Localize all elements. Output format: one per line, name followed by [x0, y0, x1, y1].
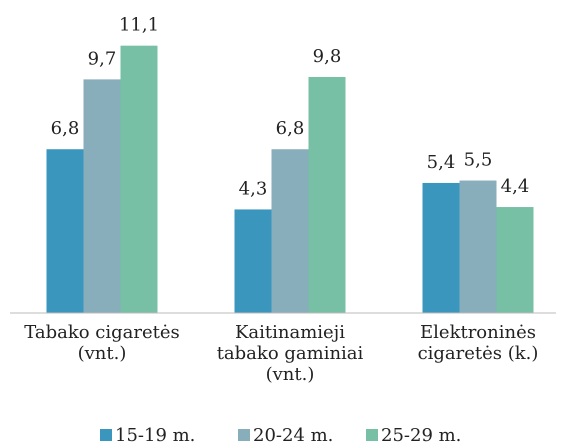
x-tick-label: Tabako cigaretės (vnt.) — [24, 322, 180, 364]
legend-label: 25-29 m. — [381, 425, 461, 446]
x-tick-label: Elektroninės cigaretės (k.) — [418, 322, 539, 364]
data-label: 4,3 — [239, 178, 268, 199]
x-tick-label: Kaitinamieji tabako gaminiai (vnt.) — [217, 322, 364, 385]
data-label: 6,8 — [51, 118, 80, 139]
data-label: 9,7 — [88, 48, 117, 69]
x-tick-label-line: (vnt.) — [78, 343, 127, 364]
data-label: 6,8 — [276, 118, 305, 139]
data-label: 11,1 — [119, 15, 159, 36]
x-tick-label-line: Kaitinamieji — [235, 322, 345, 343]
data-label: 5,5 — [464, 150, 493, 171]
data-label: 9,8 — [313, 46, 342, 67]
bar — [46, 149, 84, 313]
bar — [496, 207, 534, 313]
bar — [459, 180, 497, 313]
data-label: 4,4 — [501, 176, 530, 197]
bar — [83, 79, 121, 314]
bar — [120, 45, 158, 314]
bar — [271, 149, 309, 313]
x-tick-label-line: Tabako cigaretės — [24, 322, 180, 343]
legend-label: 15-19 m. — [115, 425, 195, 446]
x-tick-label-line: (vnt.) — [266, 364, 315, 385]
bar — [308, 76, 346, 313]
data-label: 5,4 — [427, 152, 456, 173]
x-tick-label-line: cigaretės (k.) — [418, 343, 539, 364]
bar — [422, 182, 460, 313]
legend-swatch — [100, 429, 112, 441]
x-tick-label-line: Elektroninės — [420, 322, 536, 343]
legend-swatch — [366, 429, 378, 441]
bar — [234, 209, 272, 313]
x-tick-label-line: tabako gaminiai — [217, 343, 364, 364]
legend-swatch — [238, 429, 250, 441]
legend-label: 20-24 m. — [253, 425, 333, 446]
